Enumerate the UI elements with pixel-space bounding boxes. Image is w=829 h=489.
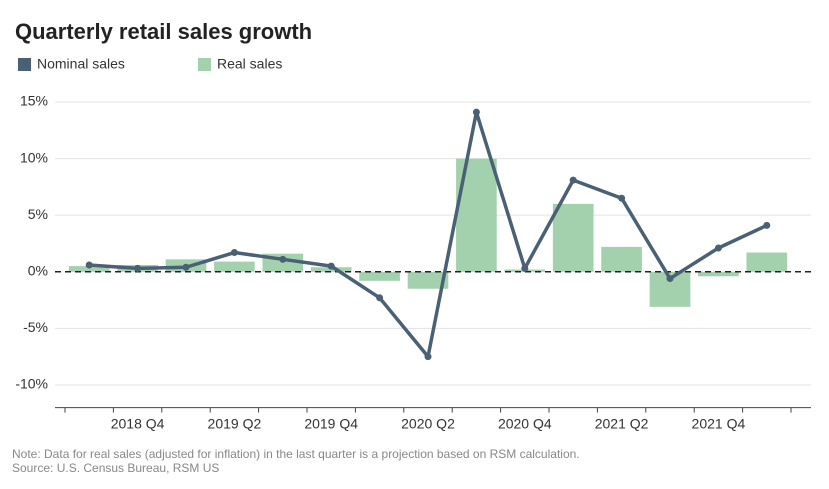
point bbox=[714, 244, 722, 252]
x-tick-label: 2021 Q4 bbox=[692, 415, 746, 431]
y-tick-label: 0% bbox=[28, 262, 48, 278]
point bbox=[569, 176, 577, 184]
x-tick-label: 2019 Q2 bbox=[208, 415, 262, 431]
y-tick-label: -5% bbox=[23, 319, 48, 335]
point bbox=[230, 249, 238, 257]
line bbox=[89, 110, 768, 359]
bar bbox=[601, 246, 642, 272]
legend-swatch bbox=[18, 58, 31, 71]
point bbox=[327, 262, 335, 270]
x-tick-label: 2020 Q4 bbox=[498, 415, 552, 431]
note: Note: Data for real sales (adjusted for … bbox=[12, 447, 580, 461]
bar bbox=[746, 252, 788, 272]
x-tick-label: 2018 Q4 bbox=[111, 415, 165, 431]
y-tick-label: -10% bbox=[15, 376, 48, 392]
x-tick-label: 2021 Q2 bbox=[595, 415, 649, 431]
point bbox=[279, 255, 287, 263]
point bbox=[376, 294, 384, 302]
bar bbox=[68, 266, 110, 272]
legend-label: Nominal sales bbox=[37, 56, 125, 72]
bar bbox=[698, 271, 739, 277]
bar bbox=[359, 271, 400, 281]
point bbox=[85, 261, 93, 269]
x-tick-label: 2020 Q2 bbox=[401, 415, 455, 431]
x-tick-label: 2019 Q4 bbox=[304, 415, 358, 431]
point bbox=[134, 264, 142, 272]
y-tick-label: 10% bbox=[20, 149, 48, 165]
point bbox=[763, 221, 771, 229]
bar bbox=[214, 261, 255, 272]
point bbox=[666, 275, 674, 283]
source: Source: U.S. Census Bureau, RSM US bbox=[12, 461, 219, 475]
legend-label: Real sales bbox=[217, 56, 282, 72]
y-tick-label: 15% bbox=[20, 93, 48, 109]
bar bbox=[407, 271, 449, 289]
point bbox=[182, 263, 190, 271]
point bbox=[424, 353, 432, 361]
point bbox=[521, 264, 529, 272]
point bbox=[618, 194, 626, 202]
legend-swatch bbox=[198, 58, 211, 71]
y-tick-label: 5% bbox=[28, 206, 48, 222]
chart-title: Quarterly retail sales growth bbox=[15, 19, 312, 44]
bar bbox=[552, 203, 594, 272]
point bbox=[472, 108, 480, 116]
